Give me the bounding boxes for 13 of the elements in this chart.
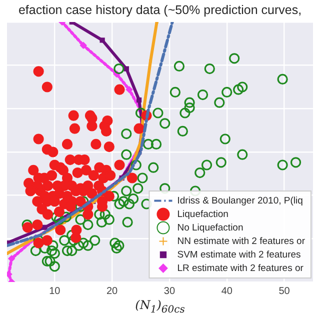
legend-label: SVM estimate with 2 features <box>177 249 302 260</box>
legend-label: LR estimate with 2 features or <box>177 262 304 274</box>
x-tick-label: 20 <box>106 286 118 297</box>
x-tick-label: 40 <box>221 286 233 297</box>
x-tick-label: 50 <box>278 286 290 297</box>
x-axis-title: (N$_{1}$)$_{60cs}$ <box>134 298 186 316</box>
chart-title: efaction case history data (~50% prediction curves, <box>18 2 302 17</box>
x-tick-label: 30 <box>164 286 176 297</box>
legend-label: NN estimate with 2 features or <box>177 236 306 247</box>
legend-label: Liquefaction <box>177 208 228 220</box>
x-tick-label: 10 <box>49 286 61 297</box>
legend-label: Idriss & Boulanger 2010, P(liq <box>177 195 303 206</box>
legend-label: No Liquefaction <box>177 222 244 234</box>
